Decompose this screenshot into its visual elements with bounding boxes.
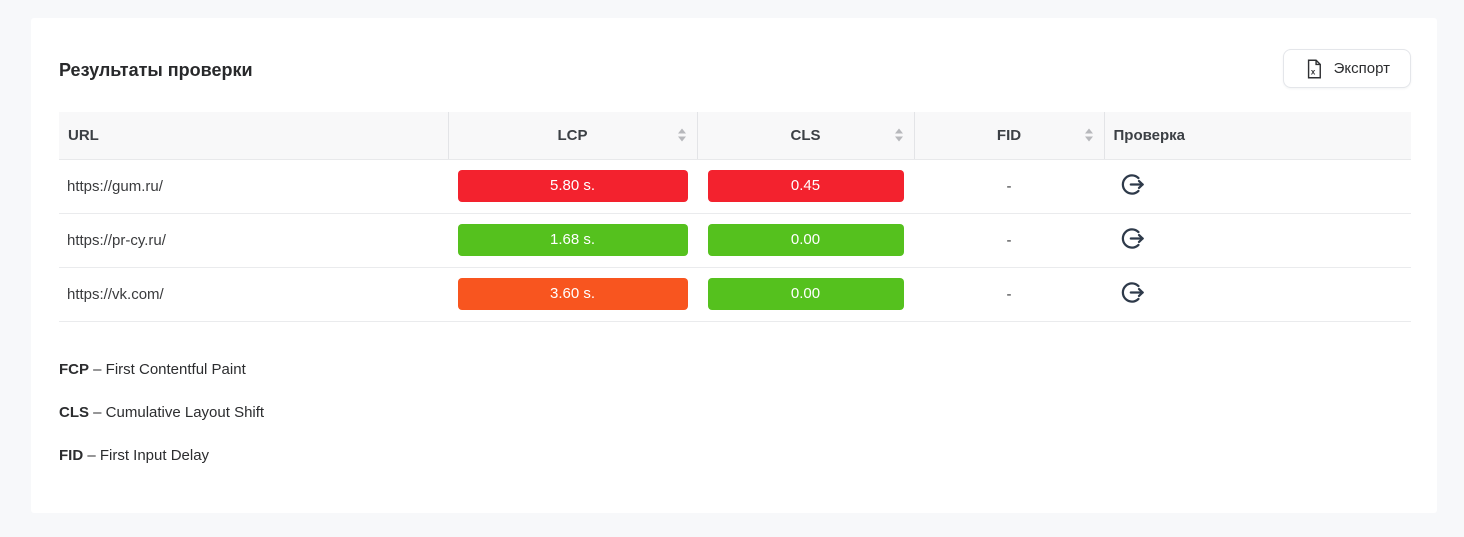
recheck-button[interactable] xyxy=(1119,279,1146,306)
page-title: Результаты проверки xyxy=(59,60,253,80)
column-header-fid[interactable]: FID xyxy=(914,112,1105,160)
column-header-check: Проверка xyxy=(1104,112,1411,160)
fid-cell: - xyxy=(914,267,1104,322)
cls-badge: 0.00 xyxy=(707,224,904,256)
cls-badge: 0.45 xyxy=(707,170,904,202)
sort-icon[interactable] xyxy=(894,128,903,142)
lcp-badge: 1.68 s. xyxy=(457,224,688,256)
legend-abbr: CLS xyxy=(59,403,89,421)
recheck-icon xyxy=(1119,279,1146,306)
legend-description: – First Contentful Paint xyxy=(89,360,246,378)
legend-description: – Cumulative Layout Shift xyxy=(89,403,265,421)
column-header-cls-label: CLS xyxy=(790,126,821,144)
column-header-check-label: Проверка xyxy=(1113,126,1185,144)
results-card: Результаты проверки x Экспорт URL xyxy=(31,18,1437,513)
recheck-button[interactable] xyxy=(1119,225,1146,252)
legend-abbr: FID xyxy=(59,446,84,464)
url-cell: https://gum.ru/ xyxy=(59,159,448,214)
export-button-label: Экспорт xyxy=(1333,60,1390,77)
column-header-lcp-label: LCP xyxy=(557,126,588,144)
legend-item-fid: FID – First Input Delay xyxy=(59,447,1409,465)
export-button[interactable]: x Экспорт xyxy=(1282,49,1411,88)
fid-cell: - xyxy=(914,213,1104,268)
url-cell: https://pr-cy.ru/ xyxy=(59,213,448,268)
xls-file-icon: x xyxy=(1304,58,1324,80)
results-table: URL LCP CLS FID Проверка xyxy=(59,112,1411,322)
recheck-button[interactable] xyxy=(1119,171,1146,198)
column-header-fid-label: FID xyxy=(996,126,1022,144)
svg-text:x: x xyxy=(1310,67,1315,76)
legend-abbr: FCP xyxy=(59,360,89,378)
sort-icon[interactable] xyxy=(1084,128,1093,142)
table-row: https://vk.com/ 3.60 s. 0.00 - xyxy=(59,267,1411,322)
fid-cell: - xyxy=(914,159,1104,214)
legend-item-cls: CLS – Cumulative Layout Shift xyxy=(59,404,1409,422)
lcp-badge: 5.80 s. xyxy=(457,170,688,202)
column-header-cls[interactable]: CLS xyxy=(697,112,915,160)
recheck-icon xyxy=(1119,171,1146,198)
column-header-url-label: URL xyxy=(68,126,99,144)
table-row: https://gum.ru/ 5.80 s. 0.45 - xyxy=(59,159,1411,214)
lcp-badge: 3.60 s. xyxy=(457,278,688,310)
table-row: https://pr-cy.ru/ 1.68 s. 0.00 - xyxy=(59,213,1411,268)
metrics-legend: FCP – First Contentful Paint CLS – Cumul… xyxy=(59,361,1409,465)
sort-icon[interactable] xyxy=(677,128,686,142)
recheck-icon xyxy=(1119,225,1146,252)
column-header-url: URL xyxy=(59,112,449,160)
table-header-row: URL LCP CLS FID Проверка xyxy=(59,112,1411,160)
url-cell: https://vk.com/ xyxy=(59,267,448,322)
legend-item-fcp: FCP – First Contentful Paint xyxy=(59,361,1409,379)
legend-description: – First Input Delay xyxy=(83,446,210,464)
cls-badge: 0.00 xyxy=(707,278,904,310)
column-header-lcp[interactable]: LCP xyxy=(448,112,698,160)
